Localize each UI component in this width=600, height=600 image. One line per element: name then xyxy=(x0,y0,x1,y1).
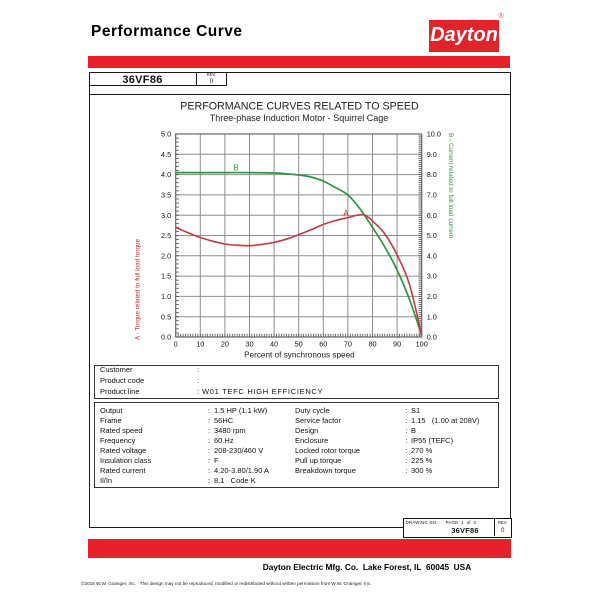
svg-text:1.0: 1.0 xyxy=(161,292,171,301)
svg-text:4.0: 4.0 xyxy=(427,251,437,260)
svg-text:90: 90 xyxy=(393,340,401,349)
svg-text:1.5: 1.5 xyxy=(161,272,171,281)
svg-text:0.0: 0.0 xyxy=(161,333,171,342)
svg-text:50: 50 xyxy=(295,340,303,349)
svg-text:7.0: 7.0 xyxy=(427,191,437,200)
svg-text:0.0: 0.0 xyxy=(427,333,437,342)
svg-text:5.0: 5.0 xyxy=(161,130,171,139)
svg-text:3.5: 3.5 xyxy=(161,191,171,200)
svg-text:8.0: 8.0 xyxy=(427,170,437,179)
svg-text:A: A xyxy=(343,209,349,218)
svg-text:100: 100 xyxy=(416,340,428,349)
svg-text:4.5: 4.5 xyxy=(161,150,171,159)
svg-text:9.0: 9.0 xyxy=(427,150,437,159)
svg-text:A - Torque related to full loa: A - Torque related to full load torque xyxy=(135,238,142,340)
svg-text:10.0: 10.0 xyxy=(427,130,441,139)
svg-text:10: 10 xyxy=(196,340,204,349)
svg-text:2.0: 2.0 xyxy=(161,251,171,260)
svg-text:4.0: 4.0 xyxy=(161,170,171,179)
svg-text:B: B xyxy=(233,163,238,172)
svg-text:30: 30 xyxy=(245,340,253,349)
svg-text:3.0: 3.0 xyxy=(161,211,171,220)
svg-text:20: 20 xyxy=(221,340,229,349)
svg-text:80: 80 xyxy=(368,340,376,349)
svg-text:B - Current related to full lo: B - Current related to full load current xyxy=(447,133,454,238)
svg-text:2.5: 2.5 xyxy=(161,231,171,240)
svg-text:6.0: 6.0 xyxy=(427,211,437,220)
svg-text:Percent of synchronous speed: Percent of synchronous speed xyxy=(244,351,355,360)
svg-text:PERFORMANCE CURVES RELATED TO: PERFORMANCE CURVES RELATED TO SPEED xyxy=(180,101,419,113)
svg-text:40: 40 xyxy=(270,340,278,349)
svg-text:60: 60 xyxy=(319,340,327,349)
svg-text:5.0: 5.0 xyxy=(427,231,437,240)
svg-text:0: 0 xyxy=(174,340,178,349)
svg-text:2.0: 2.0 xyxy=(427,292,437,301)
svg-text:3.0: 3.0 xyxy=(427,272,437,281)
svg-text:Three-phase Induction Motor -: Three-phase Induction Motor - Squirrel C… xyxy=(210,113,389,123)
svg-text:1.0: 1.0 xyxy=(427,312,437,321)
svg-text:70: 70 xyxy=(344,340,352,349)
svg-text:0.5: 0.5 xyxy=(161,312,171,321)
